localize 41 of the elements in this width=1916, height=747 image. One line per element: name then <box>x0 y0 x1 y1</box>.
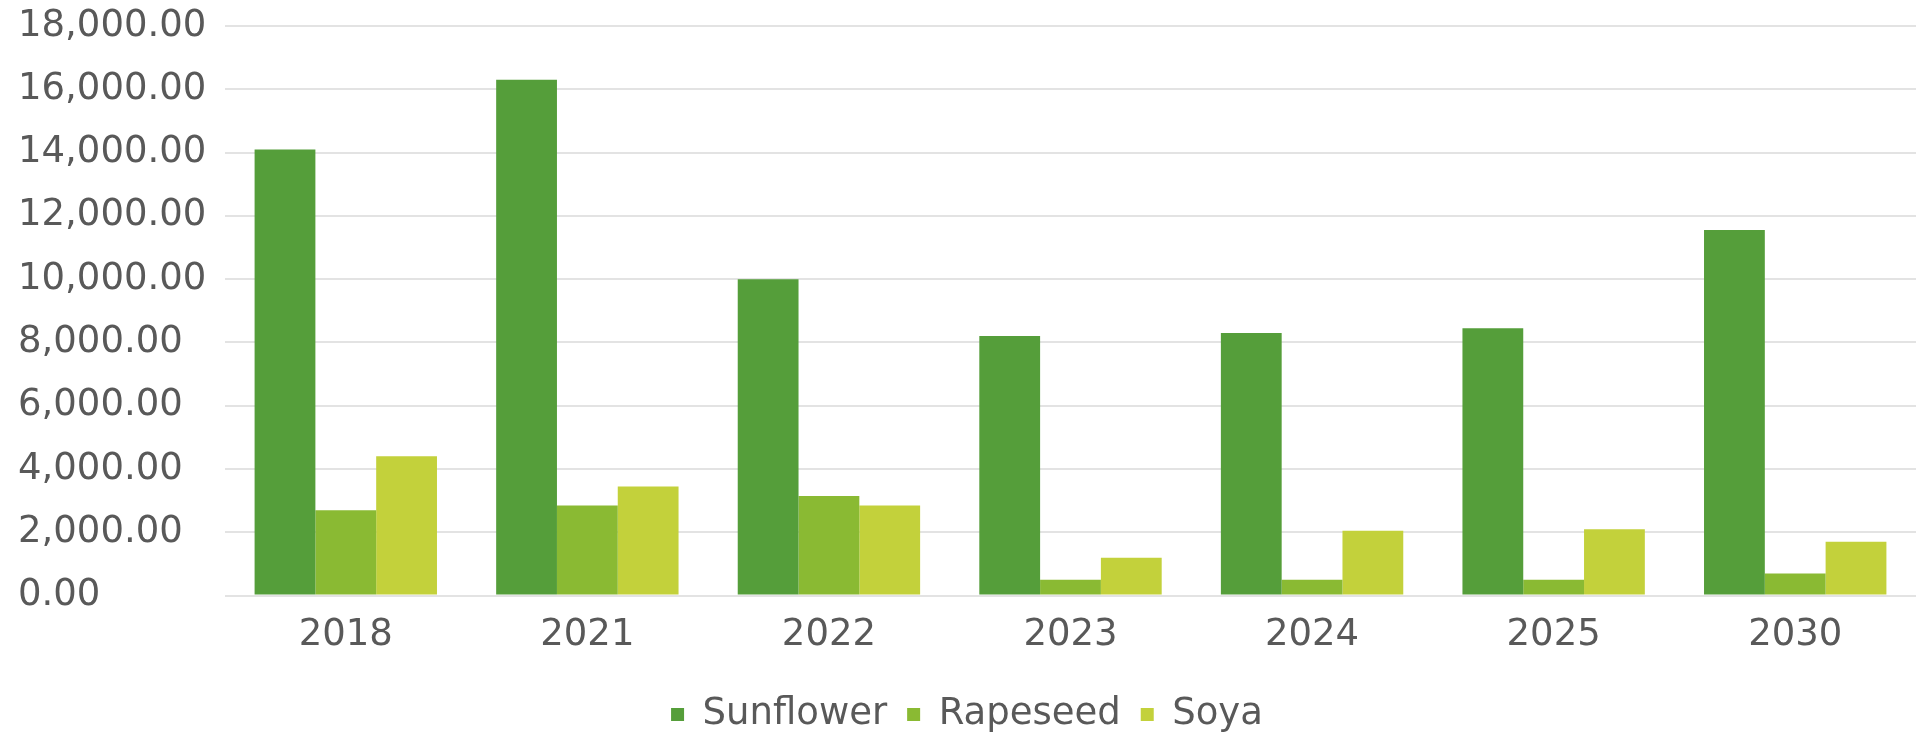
y-tick-label: 18,000.00 <box>18 1 207 45</box>
bar <box>1100 557 1162 595</box>
x-tick-label: 2024 <box>1264 611 1360 655</box>
bar <box>859 505 921 595</box>
bar <box>556 505 618 595</box>
y-tick-label: 2,000.00 <box>18 507 183 551</box>
y-tick-label: 10,000.00 <box>18 254 207 298</box>
bar <box>1584 529 1645 595</box>
bar <box>1825 541 1887 595</box>
y-tick-label: 0.00 <box>18 571 101 615</box>
x-tick-label: 2025 <box>1506 611 1601 655</box>
bar <box>617 486 679 595</box>
x-tick-label: 2030 <box>1748 611 1843 655</box>
bar <box>1523 579 1585 595</box>
bar <box>496 79 557 595</box>
bar <box>315 510 377 595</box>
x-tick-label: 2018 <box>298 611 393 655</box>
legend-label: Sunflower <box>702 690 888 734</box>
bar <box>1764 573 1826 595</box>
bar <box>1704 230 1765 595</box>
bar <box>254 149 316 595</box>
legend-label: Rapeseed <box>938 690 1121 734</box>
x-tick-label: 2023 <box>1023 611 1118 655</box>
y-tick-label: 6,000.00 <box>18 381 183 425</box>
legend-label: Soya <box>1172 690 1263 734</box>
bar <box>737 279 799 595</box>
bar <box>1040 579 1101 595</box>
bar <box>1281 579 1343 595</box>
y-tick-label: 8,000.00 <box>18 318 183 362</box>
y-tick-label: 14,000.00 <box>18 128 207 172</box>
bar <box>376 456 437 595</box>
bar <box>798 495 860 595</box>
bar <box>1462 328 1524 595</box>
x-tick-label: 2021 <box>540 611 635 655</box>
bar <box>979 336 1041 595</box>
bar <box>1342 530 1404 595</box>
y-tick-label: 4,000.00 <box>18 444 183 488</box>
bar <box>1220 332 1282 595</box>
x-tick-label: 2022 <box>781 611 877 655</box>
y-tick-label: 12,000.00 <box>18 191 207 235</box>
y-tick-label: 16,000.00 <box>18 64 207 108</box>
